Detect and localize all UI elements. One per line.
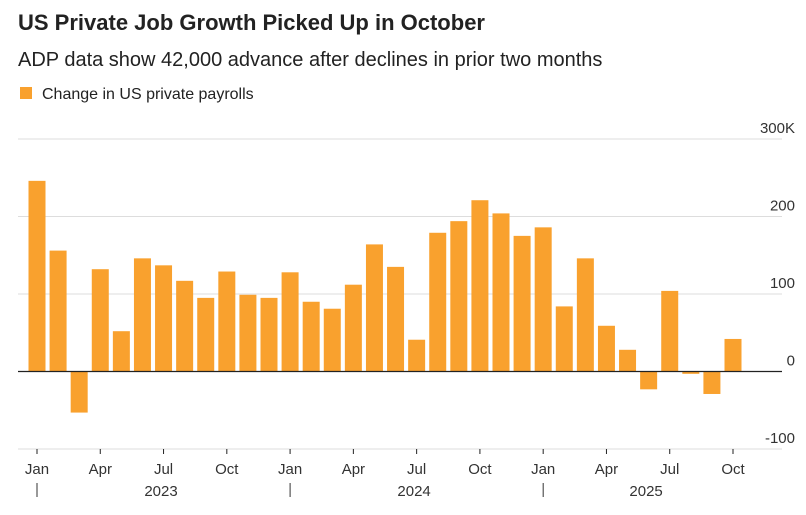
- bar: [155, 265, 173, 372]
- bar: [28, 180, 46, 372]
- bar: [640, 371, 658, 390]
- year-label: 2023: [144, 483, 177, 500]
- bar: [218, 271, 236, 372]
- x-tick-label: Apr: [342, 461, 365, 478]
- bar: [534, 227, 552, 372]
- bar: [492, 213, 510, 372]
- y-tick-label: 0: [787, 353, 795, 370]
- bar: [555, 306, 573, 372]
- bar: [661, 290, 679, 372]
- x-tick-label: Jul: [660, 461, 679, 478]
- bar: [344, 284, 362, 372]
- x-tick-label: Apr: [89, 461, 112, 478]
- bar: [176, 280, 194, 372]
- bar: [91, 269, 109, 372]
- bar: [408, 339, 426, 372]
- bar: [197, 297, 215, 372]
- bar: [323, 308, 341, 372]
- bar: [703, 371, 721, 394]
- chart-subtitle: ADP data show 42,000 advance after decli…: [18, 49, 602, 71]
- y-tick-label: 200: [770, 198, 795, 215]
- bar: [365, 244, 383, 372]
- x-tick-label: Jan: [278, 461, 302, 478]
- bar: [471, 200, 489, 372]
- bar: [281, 272, 299, 372]
- bar: [302, 301, 320, 372]
- x-tick-label: Oct: [468, 461, 492, 478]
- bar: [112, 331, 130, 372]
- x-tick-label: Jan: [531, 461, 555, 478]
- bar: [682, 371, 700, 374]
- year-label: 2025: [629, 483, 662, 500]
- bar: [260, 297, 278, 372]
- y-tick-label: 100: [770, 275, 795, 292]
- x-tick-label: Jul: [407, 461, 426, 478]
- bar: [619, 349, 637, 372]
- chart-title: US Private Job Growth Picked Up in Octob…: [18, 10, 485, 35]
- bar: [49, 250, 67, 372]
- year-label: 2024: [397, 483, 430, 500]
- x-tick-label: Jul: [154, 461, 173, 478]
- bar: [387, 266, 405, 372]
- bar: [576, 258, 594, 372]
- bar: [133, 258, 151, 372]
- bar: [239, 294, 257, 372]
- x-tick-label: Oct: [215, 461, 239, 478]
- x-tick-label: Apr: [595, 461, 618, 478]
- bar: [724, 338, 742, 372]
- bar: [450, 221, 468, 372]
- bar: [597, 325, 615, 372]
- bar: [513, 235, 531, 372]
- x-tick-label: Oct: [721, 461, 745, 478]
- y-tick-label: 300K: [760, 120, 795, 137]
- legend-label: Change in US private payrolls: [42, 86, 254, 103]
- x-tick-label: Jan: [25, 461, 49, 478]
- bar: [429, 232, 447, 372]
- bar: [70, 371, 88, 413]
- y-tick-label: -100: [765, 430, 795, 447]
- legend-swatch: [20, 87, 32, 99]
